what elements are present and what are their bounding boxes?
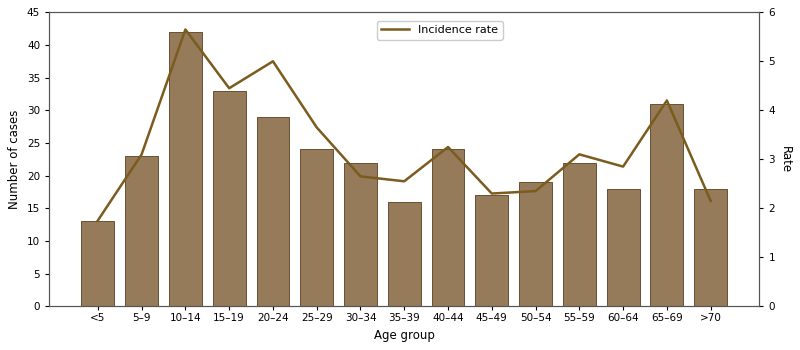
Incidence rate — [181, 27, 190, 32]
Incidence rate — [487, 191, 497, 196]
Incidence rate — [356, 174, 366, 179]
Incidence rate — [662, 98, 672, 103]
Bar — [169, 32, 202, 306]
Bar — [650, 104, 683, 306]
Incidence rate — [312, 125, 322, 130]
Incidence rate — [618, 164, 628, 169]
Bar — [388, 202, 421, 306]
Bar — [126, 156, 158, 306]
X-axis label: Age group: Age group — [374, 329, 434, 342]
Incidence rate — [399, 179, 409, 183]
Bar — [519, 182, 552, 306]
Line: Incidence rate: Incidence rate — [98, 29, 710, 221]
Bar — [344, 162, 377, 306]
Incidence rate — [530, 189, 540, 193]
Y-axis label: Number of cases: Number of cases — [8, 110, 22, 209]
Incidence rate — [137, 152, 146, 156]
Bar — [213, 91, 246, 306]
Bar — [257, 117, 290, 306]
Bar — [563, 162, 596, 306]
Incidence rate — [706, 199, 715, 203]
Bar — [300, 149, 333, 306]
Y-axis label: Rate: Rate — [778, 146, 792, 173]
Incidence rate — [574, 152, 584, 156]
Bar — [432, 149, 465, 306]
Bar — [694, 189, 727, 306]
Bar — [475, 195, 508, 306]
Legend: Incidence rate: Incidence rate — [377, 21, 502, 40]
Bar — [606, 189, 639, 306]
Incidence rate — [224, 86, 234, 90]
Incidence rate — [443, 145, 453, 149]
Incidence rate — [268, 59, 278, 63]
Bar — [82, 221, 114, 306]
Incidence rate — [93, 218, 102, 223]
